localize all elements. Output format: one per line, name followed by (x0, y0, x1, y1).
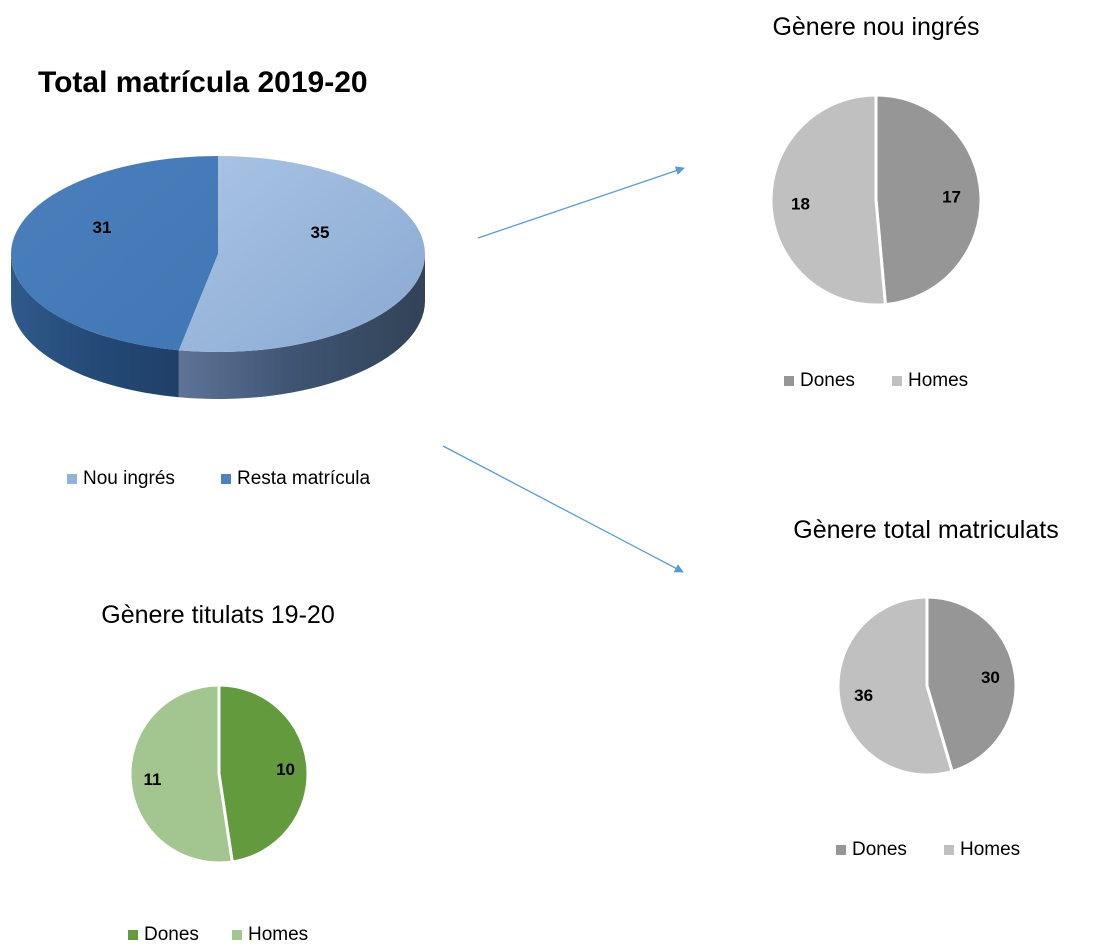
chart-title: Gènere total matriculats (793, 516, 1058, 544)
legend-swatch (836, 845, 846, 855)
chart-title: Total matrícula 2019-20 (38, 66, 368, 99)
legend-label: Homes (248, 924, 308, 945)
legend: Dones Homes (836, 839, 1020, 860)
data-label: 35 (311, 223, 330, 242)
gender-total-enrolled-chart: Gènere total matriculats 30 36 Dones Homes (793, 516, 1058, 860)
legend-swatch (67, 474, 77, 484)
pie-side-nou-ingrés (178, 254, 425, 399)
legend-swatch (784, 376, 794, 386)
chart-title: Gènere nou ingrés (772, 13, 979, 41)
data-label: 17 (942, 188, 961, 207)
legend-swatch (128, 930, 138, 940)
legend-swatch (944, 845, 954, 855)
legend-label: Resta matrícula (237, 468, 370, 489)
pie-slice-homes (836, 595, 954, 777)
legend-swatch (221, 474, 231, 484)
pie-slice-dones (874, 93, 983, 307)
legend-label: Dones (800, 370, 855, 391)
data-label: 10 (276, 760, 295, 779)
data-label: 11 (143, 770, 161, 789)
legend-label: Nou ingrés (83, 468, 175, 489)
chart-title: Gènere titulats 19-20 (101, 601, 334, 629)
pie-slice-resta-matrícula (11, 156, 219, 351)
legend: Dones Homes (128, 924, 308, 945)
legend: Nou ingrés Resta matrícula (67, 468, 370, 489)
legend: Dones Homes (784, 370, 968, 391)
pie-slice-dones (925, 595, 1018, 774)
data-label: 36 (854, 686, 873, 705)
pie-3d: 35 31 (11, 156, 426, 399)
legend-swatch (892, 376, 902, 386)
data-label: 30 (981, 668, 1000, 687)
connector-arrow (477, 166, 685, 239)
total-enrolment-chart: Total matrícula 2019-20 35 31 Nou ingrés R… (11, 66, 426, 489)
pie-slice-homes (769, 93, 888, 307)
data-label: 18 (791, 194, 810, 213)
gender-graduates-chart: Gènere titulats 19-20 10 11 Dones Homes (101, 601, 334, 945)
pie-slice-nou-ingrés (178, 156, 426, 353)
legend-label: Dones (144, 924, 199, 945)
pie: 10 11 (128, 683, 310, 865)
connector-arrow (442, 445, 684, 573)
pie-side-resta-matrícula (11, 254, 179, 398)
legend-label: Homes (960, 839, 1020, 860)
legend-label: Homes (908, 370, 968, 391)
legend-label: Dones (852, 839, 907, 860)
pie-slice-homes (128, 683, 234, 865)
data-label: 31 (93, 218, 112, 237)
legend-swatch (232, 930, 242, 940)
pie: 30 36 (836, 595, 1018, 777)
pie-slice-dones (217, 683, 310, 864)
